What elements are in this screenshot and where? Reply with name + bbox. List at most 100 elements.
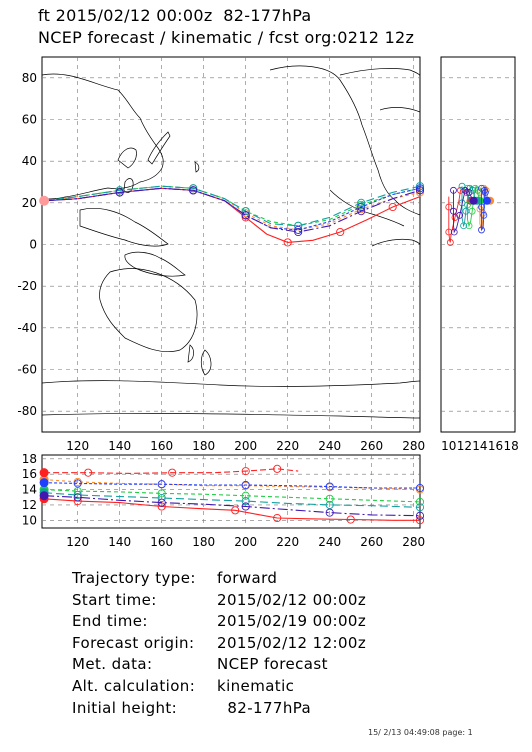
trajectory-marker [294, 221, 303, 230]
height-marker [415, 503, 425, 512]
info-row: Forecast origin: 2015/02/12 12:00z [72, 633, 366, 655]
side-trajectory-marker [457, 186, 464, 194]
trajectory-marker [415, 188, 425, 197]
side-tick-label: 12 [457, 439, 472, 453]
lon-tick-label: 180 [192, 439, 215, 453]
height-marker [241, 502, 250, 511]
side-trajectory-marker [478, 203, 485, 211]
height-marker [241, 467, 250, 476]
side-tick-label: 10 [441, 439, 456, 453]
trajectory-marker [294, 227, 303, 237]
height-marker [157, 493, 166, 503]
side-tick-label: 14 [472, 439, 487, 453]
map-grid [42, 57, 420, 432]
trajectory-marker [357, 207, 366, 216]
side-trajectory-marker [478, 226, 485, 234]
info-value: kinematic [217, 676, 295, 695]
info-value: forward [217, 569, 278, 587]
lat-tick-label: -40 [17, 321, 37, 335]
coastlines [41, 65, 421, 419]
side-trajectory-marker [451, 214, 459, 221]
height-lon-tick-label: 260 [360, 535, 383, 549]
lat-tick-label: -80 [17, 404, 37, 418]
height-tick-label: 12 [22, 498, 37, 512]
lat-tick-label: -60 [17, 363, 37, 377]
side-trajectory-marker [456, 211, 464, 219]
info-row: Initial height: 82-177hPa [72, 698, 366, 720]
height-start-marker [39, 478, 49, 488]
trajectory-path [44, 187, 421, 233]
trajectory-marker [283, 238, 292, 247]
lon-tick-label: 140 [108, 439, 131, 453]
timestamp-footer: 15/ 2/13 04:49:08 page: 1 [368, 728, 473, 737]
height-marker [415, 516, 425, 525]
height-marker [415, 483, 425, 493]
info-row: Met. data: NCEP forecast [72, 654, 366, 676]
lat-tick-label: -20 [17, 279, 37, 293]
height-marker [73, 497, 82, 506]
trajectory-marker [189, 184, 198, 193]
height-marker [325, 482, 334, 491]
height-marker [73, 487, 82, 496]
lat-tick-label: 0 [29, 238, 37, 252]
side-trajectory-marker [450, 228, 458, 236]
side-trajectory-marker [480, 211, 488, 219]
side-tick-label: 18 [503, 439, 518, 453]
map-y-ticks: 80 60 40 20 0 -20 -40 -60 -80 [17, 71, 37, 418]
info-key: Trajectory type: [72, 569, 196, 587]
lat-tick-label: 80 [22, 71, 37, 85]
side-trajectory-marker [460, 222, 467, 230]
side-trajectory-marker [450, 186, 457, 194]
info-key: Initial height: [72, 698, 178, 717]
side-tick-label: 16 [488, 439, 503, 453]
lon-tick-label: 240 [318, 439, 341, 453]
trajectory-path [44, 185, 421, 231]
lon-tick-label: 160 [150, 439, 173, 453]
start-point-marker [39, 195, 50, 206]
trajectory-marker [241, 207, 250, 216]
height-marker [73, 490, 82, 500]
side-start-marker [469, 196, 478, 205]
side-trajectory-marker [476, 205, 484, 213]
trajectory-marker [415, 186, 425, 195]
height-marker [231, 506, 240, 515]
lat-tick-label: 60 [22, 113, 37, 127]
info-key: Met. data: [72, 655, 153, 674]
lon-tick-label: 220 [276, 439, 299, 453]
height-marker [73, 493, 82, 502]
info-value: 2015/02/19 00:00z [217, 612, 367, 631]
height-trajectory-path [44, 482, 420, 489]
info-key: Forecast origin: [72, 633, 195, 652]
height-trajectories [39, 464, 425, 525]
height-marker [241, 491, 250, 500]
lon-tick-label: 280 [402, 439, 425, 453]
height-trajectory-path [44, 492, 421, 508]
side-trajectory-marker [446, 239, 454, 246]
side-panel: 10 12 14 16 18 [440, 56, 519, 453]
height-marker [415, 497, 425, 506]
height-trajectory-path [44, 498, 420, 521]
trajectory-marker [294, 225, 303, 234]
trajectory-marker [357, 202, 366, 212]
height-tick-label: 14 [22, 483, 37, 497]
height-marker [73, 479, 82, 488]
height-lon-tick-label: 180 [192, 535, 215, 549]
info-key: Alt. calculation: [72, 676, 196, 695]
trajectory-path [44, 187, 421, 243]
height-start-marker [39, 491, 49, 501]
side-trajectory-path [453, 187, 475, 234]
height-marker [415, 511, 425, 520]
info-row: Alt. calculation: kinematic [72, 676, 366, 698]
trajectory-marker [415, 184, 425, 193]
trajectory-marker [189, 186, 198, 195]
info-value: 2015/02/12 00:00z [217, 590, 367, 609]
lon-tick-label: 120 [66, 439, 89, 453]
info-key: Start time: [72, 590, 157, 609]
trajectory-marker [388, 202, 397, 212]
height-start-marker [39, 468, 49, 478]
height-marker [84, 468, 93, 477]
trajectory-path [44, 185, 421, 227]
height-tick-label: 10 [22, 513, 37, 527]
